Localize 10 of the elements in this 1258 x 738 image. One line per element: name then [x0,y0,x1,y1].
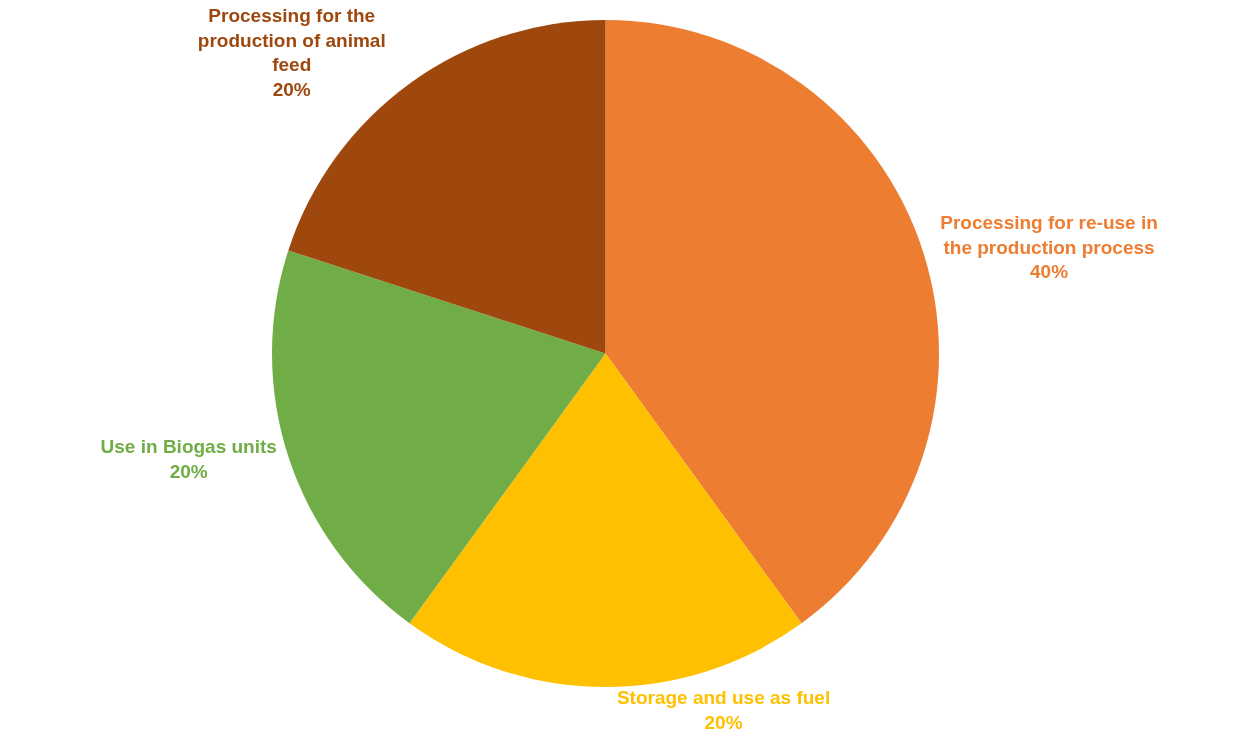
slice-label: Processing for re-use in the production process [940,211,1158,258]
slice-label: Use in Biogas units [100,435,277,457]
slice-label: Processing for the production of animal feed [197,5,386,76]
pie-slice [409,353,802,687]
data-label: 40% [1030,261,1069,283]
pie-slice [605,20,939,624]
data-label: 20% [272,79,311,101]
data-label: 20% [169,460,208,482]
slice-label: Storage and use as fuel [616,687,831,708]
data-label: 20% [704,711,743,733]
